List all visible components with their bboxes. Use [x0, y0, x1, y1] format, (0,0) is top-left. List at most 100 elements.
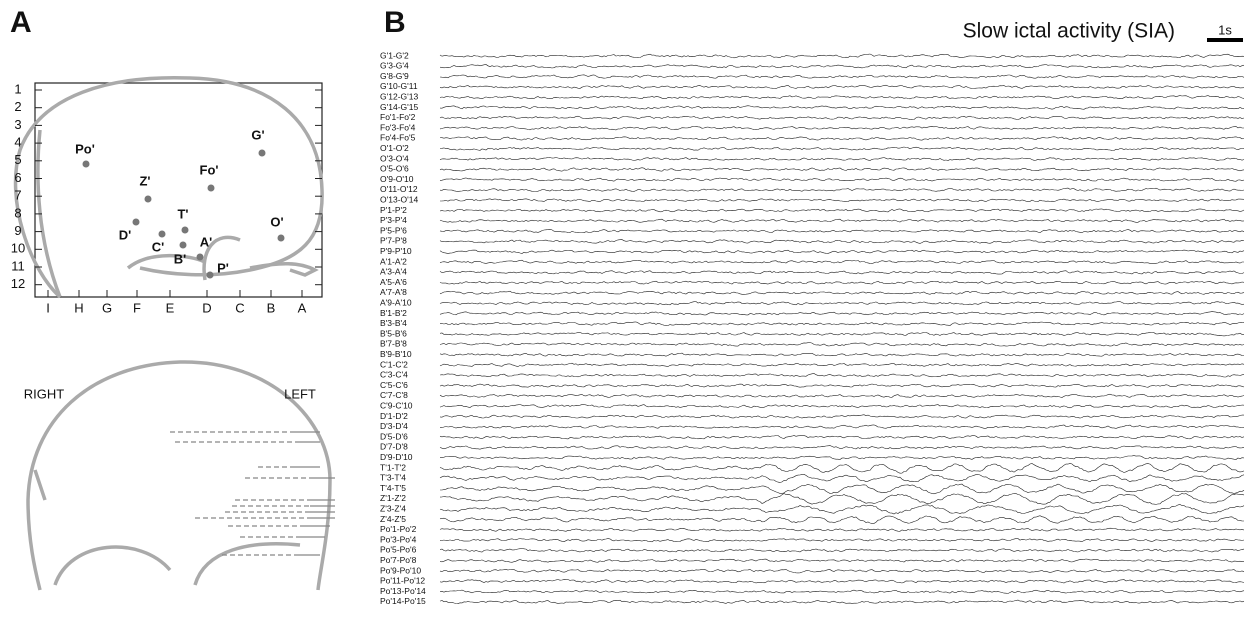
eeg-trace [439, 455, 1245, 460]
eeg-trace [439, 445, 1245, 450]
eeg-trace [440, 198, 1245, 202]
row-label: 1 [14, 81, 21, 96]
electrode-label: B' [174, 251, 186, 266]
electrode-dot [206, 271, 214, 279]
eeg-trace [439, 115, 1245, 121]
eeg-trace [439, 435, 1245, 440]
eeg-trace [439, 228, 1245, 234]
row-label: 3 [14, 117, 21, 132]
eeg-trace [439, 74, 1245, 79]
channel-label: O'5-O'6 [380, 164, 409, 174]
channel-label: A'1-A'2 [380, 256, 407, 266]
eeg-trace [439, 146, 1245, 151]
channel-label: Po'7-Po'8 [380, 555, 417, 565]
eeg-trace [439, 568, 1245, 574]
electrode-dot [258, 149, 266, 157]
channel-label: B'5-B'6 [380, 328, 407, 338]
eeg-trace [439, 218, 1245, 223]
panel-label: B [384, 6, 406, 39]
channel-label: P'9-P'10 [380, 246, 412, 256]
eeg-trace [439, 474, 1245, 483]
eeg-trace [439, 301, 1245, 306]
channel-label: Fo'1-Fo'2 [380, 112, 416, 122]
electrode-label: G' [251, 127, 264, 142]
channel-label: A'9-A'10 [380, 297, 412, 307]
brain-outline [13, 75, 324, 299]
eeg-trace [439, 599, 1245, 605]
channel-label: B'3-B'4 [380, 318, 407, 328]
electrode-dot [181, 226, 189, 234]
electrode-dot [144, 195, 152, 203]
eeg-trace [439, 414, 1245, 419]
eeg-trace [439, 352, 1245, 357]
eeg-trace [439, 321, 1245, 326]
coronal-outline [26, 360, 332, 591]
panel-title: Slow ictal activity (SIA) [963, 20, 1175, 43]
channel-label: Fo'3-Fo'4 [380, 122, 416, 132]
eeg-trace [439, 362, 1245, 367]
channel-label: T'4-T'5 [380, 483, 406, 493]
column-label: F [133, 300, 141, 315]
electrode-label: Po' [75, 141, 95, 156]
electrode-label: Fo' [200, 162, 219, 177]
channel-label: O'1-O'2 [380, 143, 409, 153]
eeg-trace [439, 404, 1245, 409]
eeg-trace [439, 332, 1244, 337]
channel-label: D'7-D'8 [380, 442, 408, 452]
column-label: B [267, 300, 276, 315]
channel-label: C'1-C'2 [380, 359, 408, 369]
eeg-trace [440, 483, 1245, 495]
row-label: 4 [14, 135, 21, 150]
channel-label: T'3-T'4 [380, 473, 406, 483]
channel-label: D'1-D'2 [380, 411, 408, 421]
channel-label: G'8-G'9 [380, 71, 409, 81]
row-label: 8 [14, 205, 21, 220]
eeg-trace [439, 84, 1245, 89]
electrode-label: D' [119, 227, 131, 242]
eeg-trace [439, 105, 1245, 110]
column-label: A [298, 300, 307, 315]
electrode-dot [277, 234, 285, 242]
eeg-trace [439, 208, 1245, 213]
eeg-trace [439, 239, 1245, 244]
row-label: 2 [14, 99, 21, 114]
eeg-trace [439, 126, 1244, 131]
electrode-dot [179, 241, 187, 249]
channel-label: Po'5-Po'6 [380, 545, 417, 555]
channel-label: Po'1-Po'2 [380, 524, 417, 534]
channel-label: G'3-G'4 [380, 61, 409, 71]
channel-label: O'9-O'10 [380, 174, 414, 184]
eeg-trace [439, 424, 1245, 429]
eeg-trace [439, 579, 1245, 584]
electrode-dot [207, 184, 215, 192]
channel-label: C'9-C'10 [380, 400, 413, 410]
channel-label: B'7-B'8 [380, 339, 407, 349]
scale-label: 1s [1218, 22, 1232, 37]
channel-label: Po'11-Po'12 [380, 576, 425, 586]
channel-label: Po'3-Po'4 [380, 534, 417, 544]
channel-label: A'3-A'4 [380, 267, 407, 277]
channel-label: C'7-C'8 [380, 390, 408, 400]
coronal-label: RIGHT [24, 386, 65, 401]
channel-label: Z'3-Z'4 [380, 503, 406, 513]
eeg-trace [439, 504, 1245, 515]
channel-label: G'1-G'2 [380, 50, 409, 60]
channel-label: P'1-P'2 [380, 205, 407, 215]
channel-label: O'11-O'12 [380, 184, 418, 194]
row-label: 11 [11, 258, 25, 273]
eeg-trace [439, 342, 1245, 347]
channel-label: G'12-G'13 [380, 91, 418, 101]
eeg-trace [439, 259, 1244, 264]
channel-label: Po'9-Po'10 [380, 565, 421, 575]
eeg-trace [439, 177, 1245, 182]
channel-label: P'3-P'4 [380, 215, 407, 225]
column-label: I [46, 300, 50, 315]
electrode-label: O' [270, 214, 283, 229]
eeg-trace [439, 493, 1245, 505]
channel-label: C'3-C'4 [380, 370, 408, 380]
channel-label: G'10-G'11 [380, 81, 418, 91]
channel-label: Z'1-Z'2 [380, 493, 406, 503]
electrode-label: T' [177, 206, 188, 221]
eeg-trace [439, 393, 1245, 398]
eeg-trace [439, 462, 1245, 474]
